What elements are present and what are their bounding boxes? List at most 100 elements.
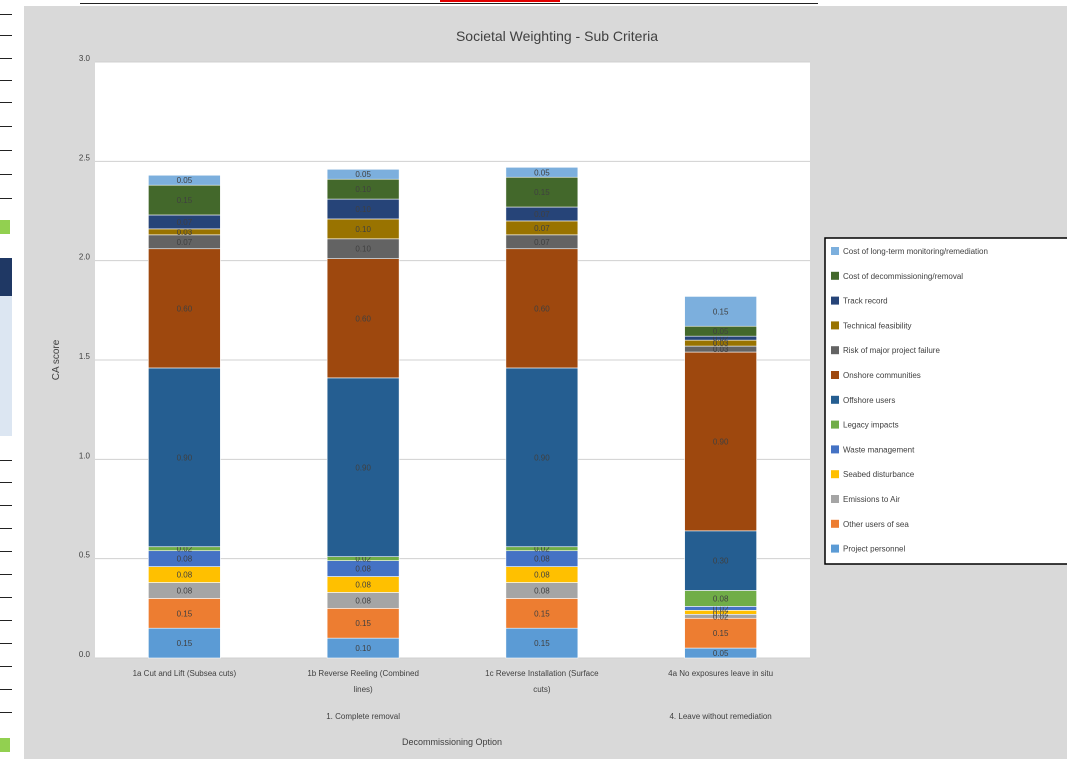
- data-label: 0.02: [713, 604, 729, 613]
- x-tick-label: cuts): [533, 685, 551, 694]
- data-label: 0.08: [534, 555, 550, 564]
- y-tick-label: 3.0: [79, 54, 91, 63]
- data-label: 0.05: [713, 327, 729, 336]
- bar-segment: [684, 530, 757, 591]
- bar-segment: [326, 168, 400, 180]
- bar-segment: [326, 377, 400, 557]
- data-label: 0.15: [534, 609, 550, 618]
- legend-swatch: [831, 371, 839, 379]
- legend-item: Project personnel: [843, 545, 905, 554]
- bar-segment: [148, 248, 221, 369]
- data-label: 0.30: [713, 557, 729, 566]
- legend-item: Technical feasibility: [843, 321, 911, 330]
- y-tick-label: 2.5: [79, 153, 91, 162]
- sheet-border-line: [80, 0, 818, 4]
- data-label: 0.05: [534, 168, 550, 177]
- data-label: 0.02: [177, 545, 193, 554]
- data-label: 0.03: [177, 228, 193, 237]
- legend-item: Track record: [843, 297, 888, 306]
- data-label: 0.02: [534, 545, 550, 554]
- data-label: 0.08: [177, 571, 193, 580]
- bar-segment: [505, 176, 579, 208]
- data-label: 0.10: [355, 644, 371, 653]
- bar-segment: [148, 174, 221, 186]
- data-label: 0.90: [534, 453, 550, 462]
- bar-segment: [148, 598, 221, 629]
- data-label: 0.07: [534, 238, 550, 247]
- legend-swatch: [831, 420, 839, 429]
- data-label: 0.08: [355, 565, 371, 574]
- x-tick-label: 1a Cut and Lift (Subsea cuts): [133, 669, 237, 678]
- data-label: 0.07: [177, 238, 193, 247]
- bar-segment: [505, 248, 579, 369]
- data-label: 0.07: [534, 210, 550, 219]
- left-sheet-strip: [0, 0, 14, 761]
- data-label: 0.08: [534, 586, 550, 595]
- group-label: 4. Leave without remediation: [669, 712, 771, 721]
- data-label: 0.08: [534, 571, 550, 580]
- data-label: 0.02: [713, 612, 729, 621]
- x-tick-label: 4a No exposures leave in situ: [668, 669, 773, 678]
- bar-segment: [148, 367, 221, 548]
- data-label: 0.02: [713, 608, 729, 617]
- data-label: 0.03: [713, 339, 729, 348]
- legend-swatch: [831, 544, 839, 553]
- data-label: 0.10: [355, 185, 371, 194]
- data-label: 0.90: [355, 463, 371, 472]
- legend-swatch: [831, 519, 839, 528]
- y-tick-label: 0.0: [79, 650, 91, 659]
- y-tick-label: 1.5: [79, 352, 91, 361]
- legend-swatch: [831, 445, 839, 454]
- legend-swatch: [831, 470, 839, 479]
- data-label: 0.08: [177, 555, 193, 564]
- data-label: 0.60: [177, 304, 193, 313]
- legend-item: Legacy impacts: [843, 421, 899, 430]
- data-label: 0.60: [534, 304, 550, 313]
- data-label: 0.07: [177, 218, 193, 227]
- legend-swatch: [831, 247, 839, 255]
- bar-segment: [505, 627, 579, 659]
- x-axis-label: Decommissioning Option: [402, 737, 502, 747]
- data-label: 0.08: [355, 580, 371, 589]
- sheet-red-mark: [440, 0, 560, 2]
- legend-item: Other users of sea: [843, 520, 909, 529]
- data-label: 0.15: [534, 639, 550, 648]
- legend-swatch: [831, 296, 839, 305]
- data-label: 0.60: [355, 314, 371, 323]
- data-label: 0.05: [713, 649, 729, 658]
- data-label: 0.15: [713, 307, 729, 316]
- data-label: 0.15: [355, 619, 371, 628]
- legend-item: Seabed disturbance: [843, 470, 915, 479]
- y-tick-label: 2.0: [79, 253, 91, 262]
- data-label: 0.90: [177, 453, 193, 462]
- x-tick-label: lines): [354, 685, 373, 694]
- legend-swatch: [831, 321, 839, 330]
- bar-segment: [684, 617, 757, 649]
- x-tick-label: 1b Reverse Reeling (Combined: [307, 669, 419, 678]
- data-label: 0.10: [355, 225, 371, 234]
- y-tick-label: 1.0: [79, 451, 91, 460]
- data-label: 0.02: [355, 555, 371, 564]
- legend-item: Onshore communities: [843, 371, 921, 380]
- data-label: 0.02: [713, 334, 729, 343]
- data-label: 0.03: [713, 345, 729, 354]
- bar-segment: [148, 627, 221, 659]
- y-axis-label: CA score: [51, 339, 62, 380]
- x-tick-label: 1c Reverse Installation (Surface: [485, 669, 599, 678]
- legend-swatch: [831, 495, 839, 503]
- bar-segment: [505, 598, 579, 629]
- data-label: 0.10: [355, 245, 371, 254]
- bar-segment: [684, 296, 757, 327]
- legend-swatch: [831, 271, 839, 280]
- bar-segment: [326, 608, 400, 639]
- data-label: 0.15: [177, 196, 193, 205]
- data-label: 0.15: [177, 639, 193, 648]
- legend-item: Waste management: [843, 445, 915, 454]
- data-label: 0.10: [355, 205, 371, 214]
- legend-swatch: [831, 346, 839, 355]
- bar-segment: [148, 184, 221, 216]
- chart-title: Societal Weighting - Sub Criteria: [456, 28, 658, 44]
- bar-segment: [505, 166, 579, 178]
- legend-item: Offshore users: [843, 396, 895, 405]
